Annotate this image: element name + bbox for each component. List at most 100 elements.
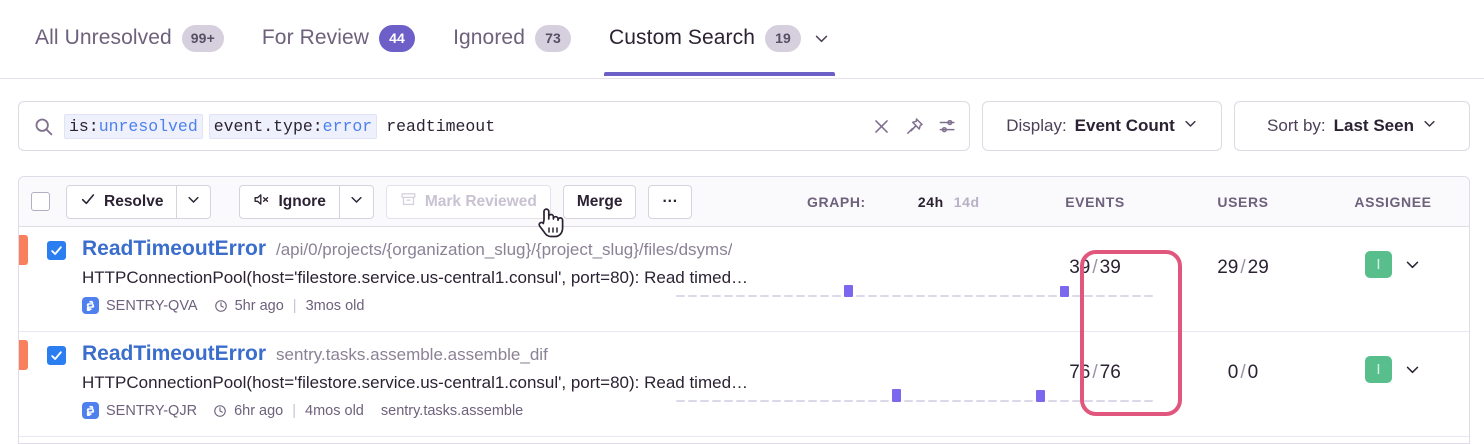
- sparkline-bar: [795, 400, 805, 402]
- search-input[interactable]: is:unresolved event.type:error readtimeout: [18, 101, 970, 151]
- platform-icon: [82, 297, 99, 314]
- sparkline-bar: [999, 295, 1009, 297]
- chevron-down-icon: [1183, 116, 1198, 136]
- active-tab-underline: [604, 72, 836, 76]
- sparkline-bar: [1071, 400, 1081, 402]
- resolve-button[interactable]: Resolve: [66, 184, 178, 219]
- sparkline-bar: [687, 295, 697, 297]
- sparkline-bar: [711, 295, 721, 297]
- display-dropdown[interactable]: Display: Event Count: [982, 101, 1222, 151]
- sparkline-bar: [1083, 295, 1093, 297]
- sparkline-bar: [1107, 400, 1117, 402]
- sparkline-bar: [1023, 295, 1033, 297]
- avatar[interactable]: I: [1365, 356, 1392, 383]
- issue-meta: SENTRY-QVA 5hr ago | 3mos old: [82, 297, 807, 314]
- merge-button[interactable]: Merge: [562, 184, 637, 219]
- tabs-container: All Unresolved 99+ For Review 44 Ignored 73 Cu…: [0, 0, 1484, 76]
- tab-custom-search[interactable]: Custom Search 19: [590, 0, 849, 76]
- ignore-label: Ignore: [278, 192, 326, 210]
- sparkline-bar: [699, 400, 709, 402]
- issue-users-count[interactable]: 29/29: [1169, 227, 1317, 279]
- search-token-value: error: [322, 116, 373, 136]
- issue-assignee-cell[interactable]: I: [1317, 227, 1469, 278]
- check-icon: [80, 191, 96, 212]
- tab-for-review[interactable]: For Review 44: [243, 0, 434, 76]
- mark-reviewed-label: Mark Reviewed: [424, 192, 537, 210]
- sparkline-bar: [1035, 390, 1045, 402]
- events-total: 76: [1099, 362, 1121, 383]
- select-all-checkbox[interactable]: [31, 192, 50, 211]
- search-token[interactable]: is:unresolved: [64, 113, 203, 139]
- users-column-header[interactable]: USERS: [1217, 194, 1269, 210]
- meta-separator: |: [292, 402, 297, 419]
- graph-column-header: GRAPH: 24h 14d: [807, 194, 1021, 210]
- issue-users-count[interactable]: 0/0: [1169, 332, 1317, 384]
- issue-error-type[interactable]: ReadTimeoutError: [82, 237, 266, 260]
- issue-events-count[interactable]: 76/76: [1021, 332, 1169, 384]
- period-24h[interactable]: 24h: [917, 194, 944, 210]
- ignore-button[interactable]: Ignore: [239, 184, 340, 219]
- sparkline-bar: [855, 295, 865, 297]
- search-row: is:unresolved event.type:error readtimeout: [18, 101, 1470, 151]
- search-icon: [33, 116, 54, 137]
- clear-icon[interactable]: [872, 117, 891, 136]
- issue-rows: ReadTimeoutError/api/0/projects/{organiz…: [19, 227, 1469, 437]
- issue-assignee-cell[interactable]: I: [1317, 332, 1469, 383]
- column-headers: GRAPH: 24h 14d EVENTS USERS ASSIGNEE: [807, 177, 1469, 227]
- sparkline-bar: [975, 295, 985, 297]
- sparkline-bar: [1131, 295, 1141, 297]
- settings-sliders-icon[interactable]: [938, 117, 957, 136]
- platform-icon: [82, 402, 99, 419]
- tab-all-unresolved[interactable]: All Unresolved 99+: [16, 0, 243, 76]
- sparkline-bar: [831, 400, 841, 402]
- avatar[interactable]: I: [1365, 251, 1392, 278]
- sparkline-bar: [711, 400, 721, 402]
- sparkline-bar: [843, 400, 853, 402]
- issue-error-type[interactable]: ReadTimeoutError: [82, 342, 266, 365]
- tab-label: Custom Search: [609, 26, 756, 49]
- sparkline-bar: [783, 295, 793, 297]
- issue-events-count[interactable]: 39/39: [1021, 227, 1169, 279]
- sort-dropdown-label: Sort by:: [1267, 116, 1326, 135]
- resolve-dropdown-button[interactable]: [177, 184, 212, 219]
- tab-label: Ignored: [453, 26, 525, 49]
- mute-icon: [253, 191, 270, 213]
- sparkline-bar: [831, 295, 841, 297]
- issue-select-checkbox[interactable]: [47, 241, 66, 260]
- period-14d[interactable]: 14d: [953, 194, 980, 210]
- issue-culprit: sentry.tasks.assemble.assemble_dif: [276, 345, 548, 364]
- issue-select-checkbox[interactable]: [47, 346, 66, 365]
- sparkline-bar: [723, 400, 733, 402]
- pin-icon[interactable]: [905, 117, 924, 136]
- ignore-dropdown-button[interactable]: [339, 184, 374, 219]
- users-total: 0: [1247, 362, 1259, 383]
- chevron-down-icon[interactable]: [1404, 256, 1421, 273]
- sparkline-bar: [747, 295, 757, 297]
- tab-ignored[interactable]: Ignored 73: [434, 0, 590, 76]
- sparkline-bar: [1095, 400, 1105, 402]
- search-token[interactable]: event.type:error: [208, 113, 378, 139]
- issue-level-indicator: [19, 340, 28, 370]
- issue-row[interactable]: ReadTimeoutError sentry.tasks.assemble.as…: [19, 332, 1469, 437]
- issue-project[interactable]: SENTRY-QVA: [106, 297, 198, 314]
- assignee-column-header: ASSIGNEE: [1354, 194, 1432, 210]
- sparkline-bar: [951, 400, 961, 402]
- tab-label: All Unresolved: [35, 26, 172, 49]
- events-column-header[interactable]: EVENTS: [1065, 194, 1125, 210]
- sparkline-bar: [675, 295, 685, 297]
- sparkline-bar: [687, 400, 697, 402]
- issue-project[interactable]: SENTRY-QJR: [106, 402, 198, 419]
- search-actions: [872, 117, 957, 136]
- chevron-down-icon[interactable]: [1404, 361, 1421, 378]
- sparkline-bar: [1011, 400, 1021, 402]
- issue-row[interactable]: ReadTimeoutError/api/0/projects/{organiz…: [19, 227, 1469, 332]
- more-actions-button[interactable]: ···: [648, 184, 692, 219]
- clock-icon: [214, 299, 228, 313]
- sparkline-bar: [927, 295, 937, 297]
- sparkline-bar: [747, 400, 757, 402]
- sparkline-bar: [783, 400, 793, 402]
- sort-dropdown[interactable]: Sort by: Last Seen: [1234, 101, 1470, 151]
- display-dropdown-label: Display:: [1006, 116, 1067, 135]
- issue-sparkline-cell: [675, 332, 1153, 402]
- chevron-down-icon[interactable]: [813, 30, 830, 47]
